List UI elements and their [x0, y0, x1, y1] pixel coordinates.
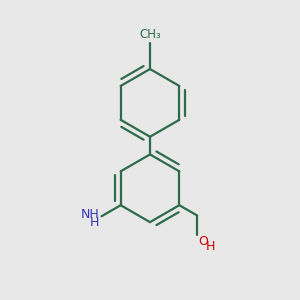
Text: CH₃: CH₃	[139, 28, 161, 41]
Text: O: O	[199, 235, 208, 248]
Text: NH: NH	[80, 208, 99, 221]
Text: H: H	[206, 240, 215, 253]
Text: H: H	[90, 216, 99, 229]
